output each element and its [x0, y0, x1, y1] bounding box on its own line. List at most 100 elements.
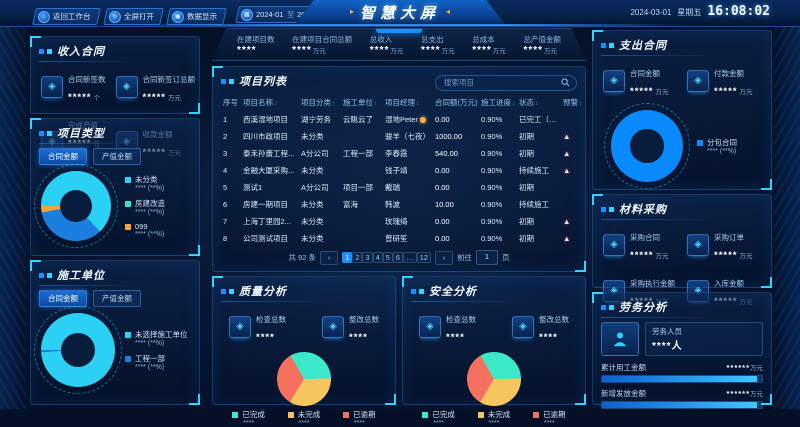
header-button[interactable]: ↻ 全屏打开	[102, 7, 164, 25]
expense-donut-chart[interactable]	[611, 110, 683, 182]
sort-icon[interactable]: ↕	[332, 101, 335, 107]
legend-value: ****	[543, 420, 555, 427]
title-marker-icon	[221, 288, 226, 294]
stat-unit: 个	[93, 95, 101, 102]
table-row[interactable]: 2 四川市政项目 未分类 骏羊（七夜） 1000.00 0.90% 初期 ▲	[221, 128, 581, 145]
quality-pie-chart[interactable]	[277, 352, 331, 406]
legend-item[interactable]: 未分类 **** (**%)	[125, 174, 189, 192]
legend-label: 已逾期	[543, 410, 566, 419]
cell-amount: 0.00	[435, 234, 450, 243]
column-header[interactable]: 序号	[223, 98, 238, 107]
legend-item[interactable]: 已逾期 ****	[343, 409, 376, 427]
legend-item[interactable]: 已逾期 ****	[533, 409, 566, 427]
legend-item[interactable]: 未完成 ****	[477, 409, 510, 427]
page-number[interactable]: 2	[352, 251, 363, 263]
sort-icon[interactable]: ↕	[579, 101, 581, 107]
column-header[interactable]: 施工单位↕	[343, 98, 377, 107]
header-button-icon: ↻	[108, 10, 121, 22]
title-marker-icon	[221, 78, 226, 84]
prev-page-button[interactable]: ‹	[320, 250, 339, 265]
search-icon[interactable]	[561, 78, 570, 87]
page-number[interactable]: 6	[392, 251, 404, 263]
sort-icon[interactable]: ↕	[416, 101, 419, 107]
project-type-donut-chart[interactable]	[41, 171, 111, 241]
legend-item[interactable]: 未完成 ****	[287, 409, 320, 427]
tab-amount[interactable]: 合同金额	[39, 148, 87, 165]
table-row[interactable]: 1 西溪湿地项目 湖宁劳务 云眺云了 湿地Peter 0.00 0.90% 已完…	[221, 111, 581, 128]
header-button[interactable]: ▣ 数据显示	[165, 7, 227, 25]
legend-label: 分包合同	[707, 138, 737, 147]
construction-unit-panel: 施工单位 合同金额 产值金额 未选择施工单位 **** (**%) 工程一部 **…	[30, 260, 200, 405]
sort-icon[interactable]: ↕	[535, 101, 538, 107]
stat-card: ◈ 检查总数 ****	[227, 306, 288, 348]
legend-item[interactable]: 已完成 ****	[422, 409, 455, 427]
legend-item[interactable]: 未选择施工单位 **** (**%)	[125, 329, 189, 347]
page-number[interactable]: …	[403, 251, 417, 263]
page-number[interactable]: 12	[416, 251, 431, 263]
column-header[interactable]: 状态↕	[519, 98, 538, 107]
cell-unit	[341, 128, 383, 145]
labor-count-unit: 人	[671, 341, 683, 352]
header-button-label: 数据显示	[186, 11, 217, 21]
header-button-icon: ⌂	[38, 10, 50, 22]
page-number[interactable]: 5	[382, 251, 393, 263]
column-header[interactable]: 项目分类↕	[301, 98, 335, 107]
column-header[interactable]: 合同额(万元)↕	[433, 94, 479, 111]
cell-progress: 0.90%	[481, 166, 503, 175]
legend-label: 未选择施工单位	[135, 330, 188, 339]
construction-unit-donut-chart[interactable]	[41, 313, 115, 387]
sort-icon[interactable]: ↕	[512, 101, 515, 107]
next-page-button[interactable]: ›	[434, 250, 453, 265]
title-marker-icon	[601, 304, 606, 310]
table-row[interactable]: 5 测试1 A分公司 项目一部 戴瑞 0.00 0.90% 初期	[221, 179, 581, 196]
page-number[interactable]: 1	[342, 251, 353, 263]
cell-progress: 0.90%	[481, 183, 503, 192]
box-icon: ◈	[687, 234, 709, 256]
legend-item[interactable]: 099 **** (**%)	[125, 222, 189, 238]
legend-value: **** (**%)	[135, 340, 165, 347]
legend-item[interactable]: 已完成 ****	[232, 409, 265, 427]
legend-item[interactable]: 工程一部 **** (**%)	[125, 353, 189, 371]
cell-manager: 韩波	[385, 200, 400, 209]
cell-manager: 曾研笙	[385, 234, 408, 243]
legend-item[interactable]: 房建改造 **** (**%)	[125, 198, 189, 216]
header: ⌂ 返回工作台 ↻ 全屏打开 ▣ 数据显示 ▦ 2024-01 至 2024-0…	[0, 0, 800, 27]
column-header[interactable]: 项目名称↕	[243, 98, 277, 107]
cell-index: 4	[223, 166, 228, 175]
stat-label: 入库金额	[714, 279, 744, 288]
cell-manager: 玫瑰绮	[385, 217, 408, 226]
table-row[interactable]: 8 公司测试项目 未分类 曾研笙 0.00 0.90% 初期 ▲	[221, 230, 581, 247]
tab-amount[interactable]: 合同金额	[39, 290, 87, 307]
legend-marker-icon	[125, 331, 131, 338]
legend-value: ****	[488, 420, 500, 427]
header-button-icon: ▣	[171, 10, 184, 22]
tab-amount[interactable]: 产值金额	[93, 148, 141, 165]
cell-index: 3	[223, 149, 228, 158]
page-number[interactable]: 4	[372, 251, 383, 263]
table-row[interactable]: 4 金融大厦采购... 未分类 钱子靖 0.00 0.90% 持续施工 ▲	[221, 162, 581, 179]
table-row[interactable]: 7 上海丁里园2... 未分类 玫瑰绮 0.00 0.90% 初期 ▲	[221, 213, 581, 230]
column-header[interactable]: 施工进度↕	[481, 98, 515, 107]
page-number[interactable]: 3	[362, 251, 373, 263]
expense-title: 支出合同	[601, 37, 763, 56]
table-row[interactable]: 3 泰禾孙蕾工程... A分公司 工程一部 李春霞 540.00 0.90% 初…	[221, 145, 581, 162]
header-button-label: 全屏打开	[123, 11, 154, 21]
header-button[interactable]: ⌂ 返回工作台	[32, 7, 101, 25]
table-row[interactable]: 6 房建一期项目 未分类 富海 韩波 10.00 0.90% 持续施工	[221, 196, 581, 213]
project-type-panel: 项目类型 合同金额 产值金额 未分类 **** (**%) 房建改造 **** (…	[30, 118, 200, 256]
tab-amount[interactable]: 产值金额	[93, 290, 141, 307]
goto-page-input[interactable]	[475, 250, 498, 265]
column-header[interactable]: 项目经理↕	[385, 98, 419, 107]
sort-icon[interactable]: ↕	[274, 101, 277, 107]
kpi-value: ****万元	[523, 44, 558, 56]
safety-pie-chart[interactable]	[467, 352, 521, 406]
stat-label: 合同金额	[630, 69, 660, 78]
legend-item[interactable]: 分包合同 **** (**%)	[697, 137, 761, 155]
sort-icon[interactable]: ↕	[374, 101, 377, 107]
cell-index: 2	[223, 132, 228, 141]
sort-icon[interactable]: ↕	[479, 101, 480, 107]
cell-status: 持续施工	[519, 166, 549, 175]
column-header[interactable]: 预警↕	[563, 98, 581, 107]
search-input[interactable]	[442, 77, 557, 88]
